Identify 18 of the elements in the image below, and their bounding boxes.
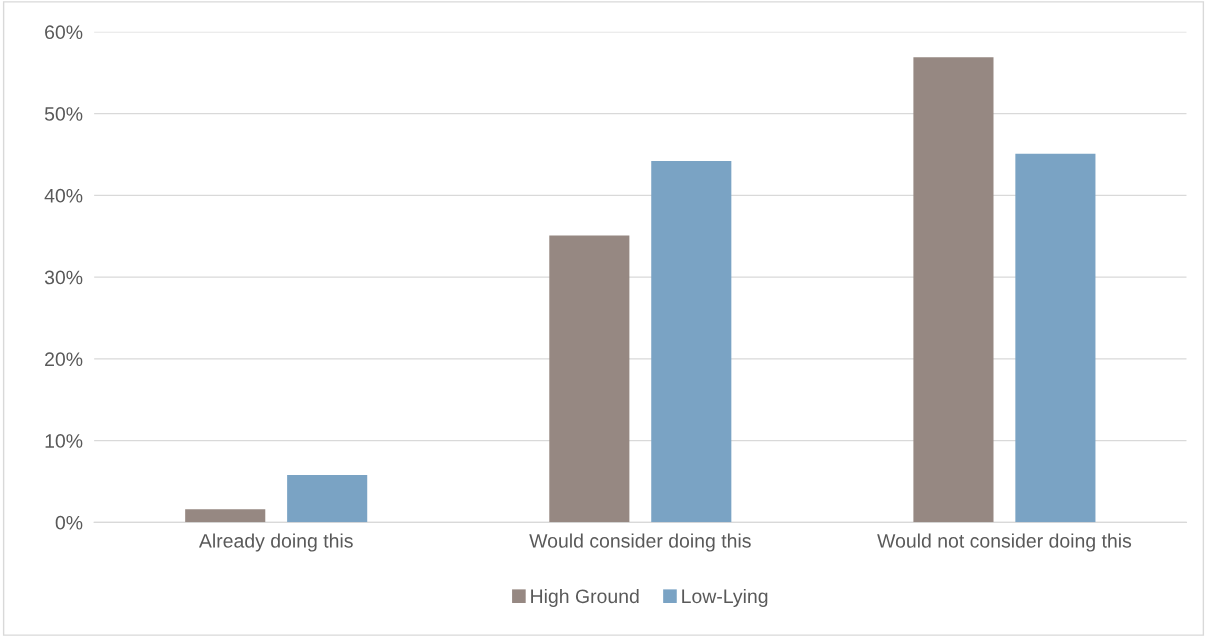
y-tick-label: 20% xyxy=(45,352,83,367)
y-tick-label: 10% xyxy=(45,434,83,448)
x-tick-label: Already doing this xyxy=(198,533,353,552)
legend-label: High Ground xyxy=(531,588,639,608)
bar xyxy=(185,509,266,523)
x-tick-label: Would consider doing this xyxy=(529,533,751,552)
bar xyxy=(913,57,994,523)
y-tick-label: 0% xyxy=(55,515,83,530)
bar xyxy=(287,474,368,523)
y-tick-label: 50% xyxy=(44,107,83,121)
legend-label: Low-Lying xyxy=(682,588,768,608)
y-tick-label: 40% xyxy=(44,188,83,203)
bar xyxy=(549,235,630,523)
x-tick-label: Would not consider doing this xyxy=(877,533,1132,552)
y-tick-label: 60% xyxy=(45,25,83,40)
bar xyxy=(651,161,732,523)
bar xyxy=(1015,153,1096,523)
y-tick-label: 30% xyxy=(44,270,83,285)
